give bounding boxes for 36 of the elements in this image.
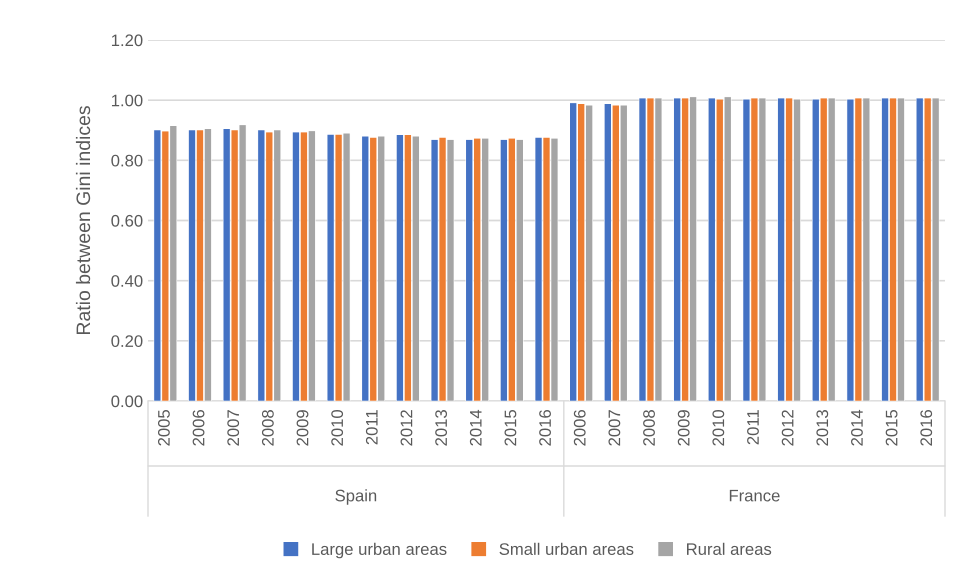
x-tick-label: 2009 xyxy=(296,410,308,446)
x-tick-label: 2006 xyxy=(574,410,586,446)
x-tick-label: 2015 xyxy=(886,410,898,446)
x-tick-label: 2008 xyxy=(643,410,655,446)
y-tick-label: 0.80 xyxy=(111,154,142,167)
y-tick-label: 0.20 xyxy=(111,335,142,348)
x-tick-label: 2013 xyxy=(816,410,828,446)
x-tick-label: 2016 xyxy=(920,410,932,446)
x-tick-label: 2005 xyxy=(158,410,170,446)
y-tick-label: 1.00 xyxy=(112,94,142,106)
x-tick-label: 2007 xyxy=(608,410,620,446)
x-tick-label: 2007 xyxy=(227,410,240,446)
x-tick-label: 2009 xyxy=(678,410,690,446)
y-axis-title: Ratio between Gini indices xyxy=(76,106,90,334)
y-tick-label: 0.40 xyxy=(111,275,142,287)
y-tick-label: 0.60 xyxy=(111,214,142,227)
x-tick-label: 2011 xyxy=(747,410,759,444)
x-tick-label: 2010 xyxy=(712,410,724,446)
legend-label: Small urban areas xyxy=(499,542,634,556)
x-tick-label: 2015 xyxy=(504,410,516,446)
x-tick-label: 2013 xyxy=(435,410,448,446)
x-tick-label: 2010 xyxy=(331,410,344,446)
x-tick-label: 2006 xyxy=(192,410,204,446)
y-tick-label: 1.20 xyxy=(112,34,142,46)
legend-label: Rural areas xyxy=(687,542,772,556)
text: France xyxy=(730,490,780,502)
legend-label: Large urban areas xyxy=(312,542,446,558)
x-tick-label: 2008 xyxy=(262,410,274,446)
x-tick-label: 2011 xyxy=(366,410,378,444)
x-tick-label: 2012 xyxy=(782,410,794,446)
text: Spain xyxy=(335,489,376,505)
y-tick-label: 0.00 xyxy=(111,395,142,408)
x-tick-label: 2014 xyxy=(470,410,482,446)
x-tick-label: 2016 xyxy=(539,410,551,446)
x-tick-label: 2014 xyxy=(851,410,863,446)
x-tick-label: 2012 xyxy=(400,410,412,446)
